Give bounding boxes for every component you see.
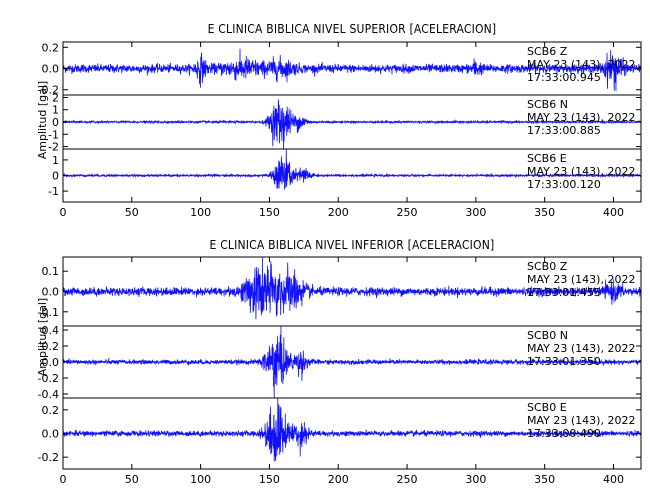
trace-time-label: 17:33:01.350 xyxy=(527,355,601,368)
station-component-label: SCB0 Z xyxy=(527,260,568,273)
x-tick-label: 200 xyxy=(328,206,349,219)
y-tick-label: 0.1 xyxy=(42,265,60,278)
station-component-label: SCB6 Z xyxy=(527,45,568,58)
y-tick-label: 0.0 xyxy=(42,286,60,299)
x-tick-label: 100 xyxy=(190,206,211,219)
x-tick-label: 100 xyxy=(190,473,211,486)
y-tick-label: -0.1 xyxy=(38,306,59,319)
x-tick-label: 400 xyxy=(603,206,624,219)
station-component-label: SCB0 E xyxy=(527,401,567,414)
y-tick-label: 1 xyxy=(52,154,59,167)
x-tick-label: 0 xyxy=(60,473,67,486)
x-tick-label: 400 xyxy=(603,473,624,486)
station-component-label: SCB6 E xyxy=(527,152,567,165)
y-tick-label: 0.4 xyxy=(42,324,60,337)
waveform-trace xyxy=(63,149,641,190)
waveform-trace xyxy=(63,257,641,320)
y-tick-label: -1 xyxy=(48,185,59,198)
x-tick-label: 0 xyxy=(60,206,67,219)
y-tick-label: 2 xyxy=(52,91,59,104)
y-tick-label: 0.2 xyxy=(42,404,60,417)
trace-date-label: MAY 23 (143), 2022 xyxy=(527,165,635,178)
waveform-trace xyxy=(63,48,641,92)
y-tick-label: 0.2 xyxy=(42,41,60,54)
y-tick-label: 0.0 xyxy=(42,63,60,76)
y-tick-label: 0.0 xyxy=(42,356,60,369)
waveform-trace xyxy=(63,99,641,149)
trace-date-label: MAY 23 (143), 2022 xyxy=(527,58,635,71)
x-tick-label: 200 xyxy=(328,473,349,486)
upper-panel-title: E CLINICA BIBLICA NIVEL SUPERIOR [ACELER… xyxy=(208,22,497,36)
trace-date-label: MAY 23 (143), 2022 xyxy=(527,111,635,124)
y-tick-label: -2 xyxy=(48,141,59,154)
lower-panel-ylabel: Amplitud [gal] xyxy=(36,298,49,376)
lower-panel-title: E CLINICA BIBLICA NIVEL INFERIOR [ACELER… xyxy=(210,238,495,252)
x-tick-label: 250 xyxy=(397,206,418,219)
upper-panel-ylabel: Amplitud [gal] xyxy=(36,81,49,159)
x-tick-label: 300 xyxy=(465,206,486,219)
station-component-label: SCB6 N xyxy=(527,98,568,111)
x-tick-label: 150 xyxy=(259,473,280,486)
y-tick-label: -0.2 xyxy=(38,451,59,464)
trace-time-label: 17:33:00.885 xyxy=(527,124,601,137)
y-tick-label: -0.2 xyxy=(38,84,59,97)
x-tick-label: 250 xyxy=(397,473,418,486)
x-tick-label: 350 xyxy=(534,473,555,486)
y-tick-label: -0.4 xyxy=(38,388,59,401)
y-tick-label: 1 xyxy=(52,104,59,117)
trace-date-label: MAY 23 (143), 2022 xyxy=(527,273,635,286)
trace-date-label: MAY 23 (143), 2022 xyxy=(527,342,635,355)
trace-time-label: 17:33:01.455 xyxy=(527,286,601,299)
y-tick-label: -0.2 xyxy=(38,372,59,385)
trace-date-label: MAY 23 (143), 2022 xyxy=(527,414,635,427)
x-tick-label: 300 xyxy=(465,473,486,486)
waveform-trace xyxy=(63,398,641,462)
y-tick-label: -1 xyxy=(48,128,59,141)
x-tick-label: 50 xyxy=(125,473,139,486)
y-tick-label: 0.0 xyxy=(42,428,60,441)
y-tick-label: 0 xyxy=(52,170,59,183)
y-tick-label: 0.2 xyxy=(42,340,60,353)
station-component-label: SCB0 N xyxy=(527,329,568,342)
waveform-trace xyxy=(63,326,641,398)
trace-time-label: 17:33:00.945 xyxy=(527,71,601,84)
trace-time-label: 17:33:00.120 xyxy=(527,178,601,191)
trace-time-label: 17:33:00.490 xyxy=(527,427,601,440)
x-tick-label: 350 xyxy=(534,206,555,219)
x-tick-label: 150 xyxy=(259,206,280,219)
x-tick-label: 50 xyxy=(125,206,139,219)
y-tick-label: 0 xyxy=(52,116,59,129)
